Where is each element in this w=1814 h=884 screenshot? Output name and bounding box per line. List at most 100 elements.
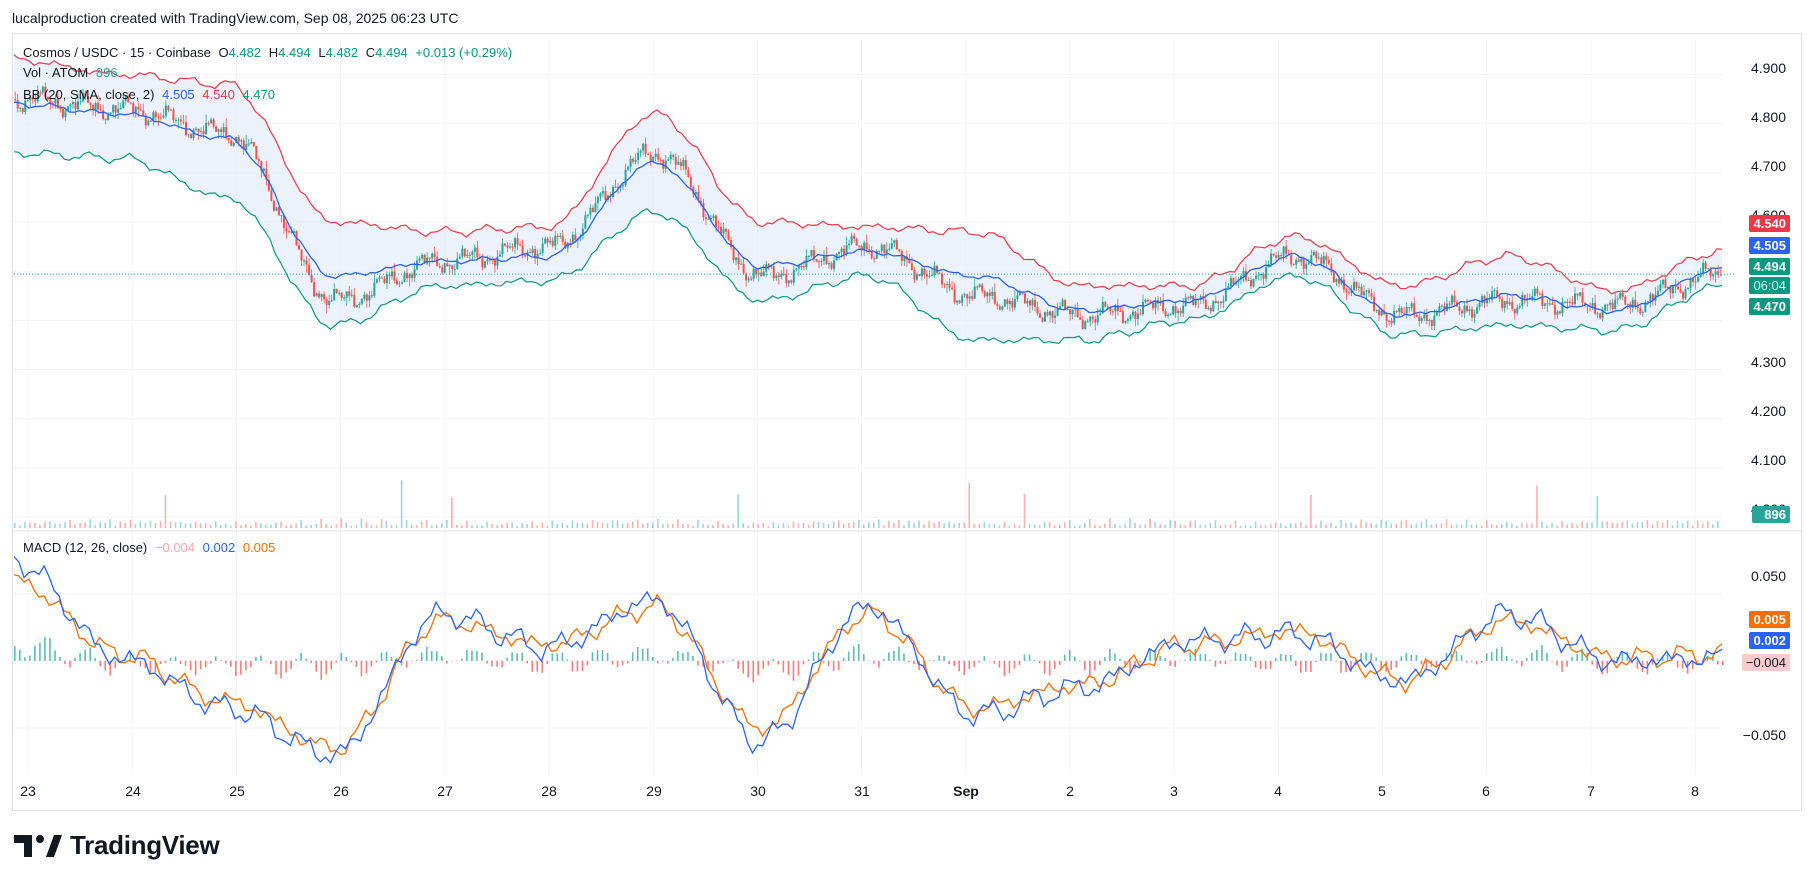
- macd-histogram-bar: [230, 660, 232, 667]
- candle-body: [541, 243, 544, 254]
- candle-body: [350, 294, 353, 296]
- candle-body: [1204, 299, 1207, 309]
- candle-body: [104, 119, 107, 121]
- candle-body: [1300, 258, 1303, 262]
- volume-bar: [1058, 525, 1061, 528]
- volume-bar: [893, 522, 895, 528]
- candle-body: [981, 284, 984, 292]
- candle-body: [1440, 305, 1443, 307]
- candle-body: [1277, 255, 1280, 258]
- volume-bar: [888, 521, 890, 528]
- macd-histogram-bar: [380, 652, 383, 661]
- volume-bar: [74, 524, 76, 528]
- volume-bar: [1114, 523, 1116, 528]
- candle-body: [1453, 295, 1456, 303]
- macd-histogram-bar: [280, 660, 282, 679]
- macd-histogram-bar: [14, 646, 16, 661]
- macd-histogram-bar: [702, 660, 704, 667]
- candle-body: [865, 242, 868, 250]
- macd-histogram-bar: [1219, 660, 1222, 664]
- candle-body: [1408, 306, 1411, 308]
- candle-body: [428, 257, 431, 259]
- volume-bar: [1711, 524, 1714, 528]
- volume-bar: [973, 523, 976, 528]
- candle-body: [920, 268, 923, 277]
- macd-histogram-bar: [1621, 652, 1624, 661]
- candle-body: [406, 272, 409, 279]
- macd-histogram-bar: [255, 656, 257, 661]
- volume-bar: [1134, 522, 1136, 528]
- macd-label[interactable]: MACD (12, 26, close): [23, 540, 148, 555]
- candle-body: [107, 113, 110, 121]
- symbol-title[interactable]: Cosmos / USDC · 15 · Coinbase: [23, 45, 211, 60]
- tradingview-logo[interactable]: TradingView: [14, 830, 220, 861]
- candle-body: [946, 283, 949, 285]
- volume-bar: [1048, 522, 1051, 528]
- volume-bar: [1586, 522, 1588, 528]
- candle-body: [1131, 311, 1134, 316]
- candle-body: [1393, 311, 1396, 324]
- macd-signal-line: [13, 574, 1723, 756]
- volume-bar: [1269, 524, 1272, 528]
- macd-histogram-bar: [677, 651, 679, 661]
- candle-body: [451, 265, 454, 270]
- volume-bar: [1430, 524, 1433, 528]
- candle-body: [423, 254, 426, 264]
- candle-body: [431, 253, 434, 259]
- macd-histogram-bar: [224, 660, 227, 664]
- candle-body: [717, 226, 720, 228]
- volume-bar: [873, 522, 875, 528]
- candle-body: [61, 108, 64, 118]
- candle-body: [313, 282, 316, 297]
- volume-bar: [1164, 524, 1166, 528]
- bb-legend: BB (20, SMA, close, 2) 4.505 4.540 4.470: [23, 87, 279, 102]
- candle-body: [647, 154, 650, 156]
- macd-histogram-bar: [827, 660, 830, 667]
- candle-body: [1194, 299, 1197, 306]
- macd-histogram-bar: [551, 653, 554, 661]
- bb-label[interactable]: BB (20, SMA, close, 2): [23, 87, 155, 102]
- candle-body: [983, 291, 986, 297]
- candle-body: [119, 108, 122, 110]
- macd-histogram-bar: [1124, 660, 1126, 665]
- candle-body: [1357, 286, 1360, 288]
- volume-bar: [1571, 522, 1573, 528]
- candle-body: [908, 259, 911, 264]
- volume-bar: [1295, 523, 1297, 528]
- macd-histogram-bar: [646, 648, 649, 661]
- candle-body: [516, 238, 519, 245]
- volume-bar: [1526, 523, 1528, 528]
- macd-histogram-bar: [742, 660, 745, 674]
- candle-body: [802, 266, 805, 268]
- macd-histogram-bar: [1038, 660, 1041, 664]
- candle-body: [438, 266, 441, 268]
- candle-body: [79, 101, 82, 103]
- candle-body: [697, 191, 700, 202]
- macd-histogram-bar: [390, 656, 393, 661]
- candle-body: [441, 267, 444, 273]
- candle-body: [230, 140, 233, 146]
- volume-bar: [64, 522, 66, 528]
- volume-label[interactable]: Vol · ATOM: [23, 65, 89, 80]
- volume-bar: [687, 524, 689, 528]
- candle-body: [956, 300, 959, 303]
- macd-histogram-bar: [993, 660, 996, 664]
- candle-body: [1368, 290, 1371, 294]
- candle-body: [632, 158, 635, 162]
- candle-body: [1656, 290, 1659, 295]
- volume-bar: [677, 519, 679, 528]
- volume-bar: [938, 521, 940, 528]
- volume-bar: [1601, 521, 1604, 528]
- candle-body: [1360, 286, 1363, 296]
- volume-bar: [481, 525, 483, 528]
- candle-body: [1026, 300, 1029, 304]
- volume-bar: [169, 521, 172, 528]
- volume-bar: [978, 524, 981, 528]
- candle-body: [1174, 306, 1177, 314]
- candle-body: [1697, 277, 1700, 282]
- volume-bar: [1350, 522, 1352, 528]
- macd-histogram-bar: [1440, 659, 1443, 661]
- volume-bar: [29, 522, 31, 528]
- volume-bar: [928, 520, 930, 528]
